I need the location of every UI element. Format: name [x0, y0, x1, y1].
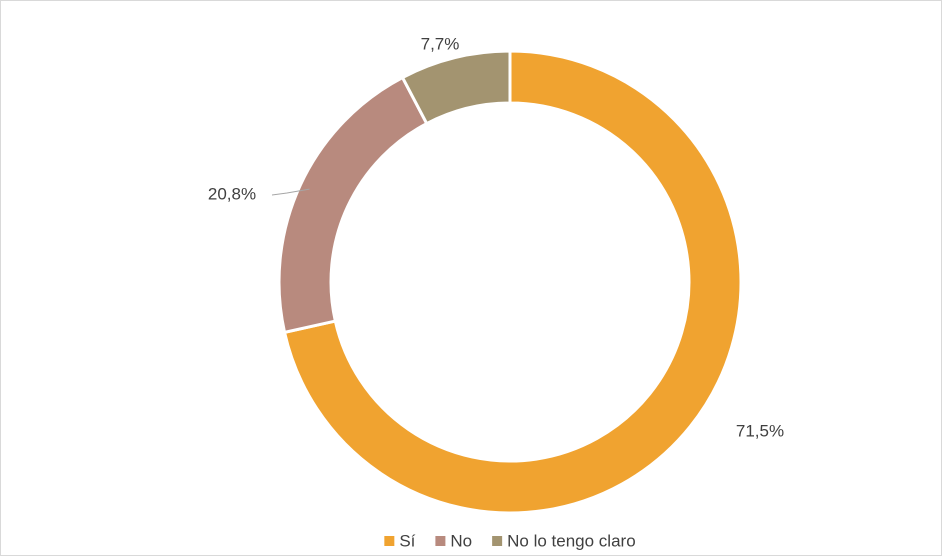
legend-label: Sí	[399, 531, 415, 550]
data-label: 71,5%	[736, 421, 784, 440]
data-label: 20,8%	[208, 184, 256, 203]
legend-label: No lo tengo claro	[507, 531, 636, 550]
legend-swatch	[492, 536, 503, 546]
legend-swatch	[435, 536, 446, 546]
leader-line	[271, 188, 310, 196]
donut-slice	[282, 49, 743, 515]
donut-slice	[400, 49, 512, 126]
data-label: 7,7%	[421, 34, 460, 53]
legend-swatch	[384, 536, 395, 546]
legend-label: No	[450, 531, 472, 550]
